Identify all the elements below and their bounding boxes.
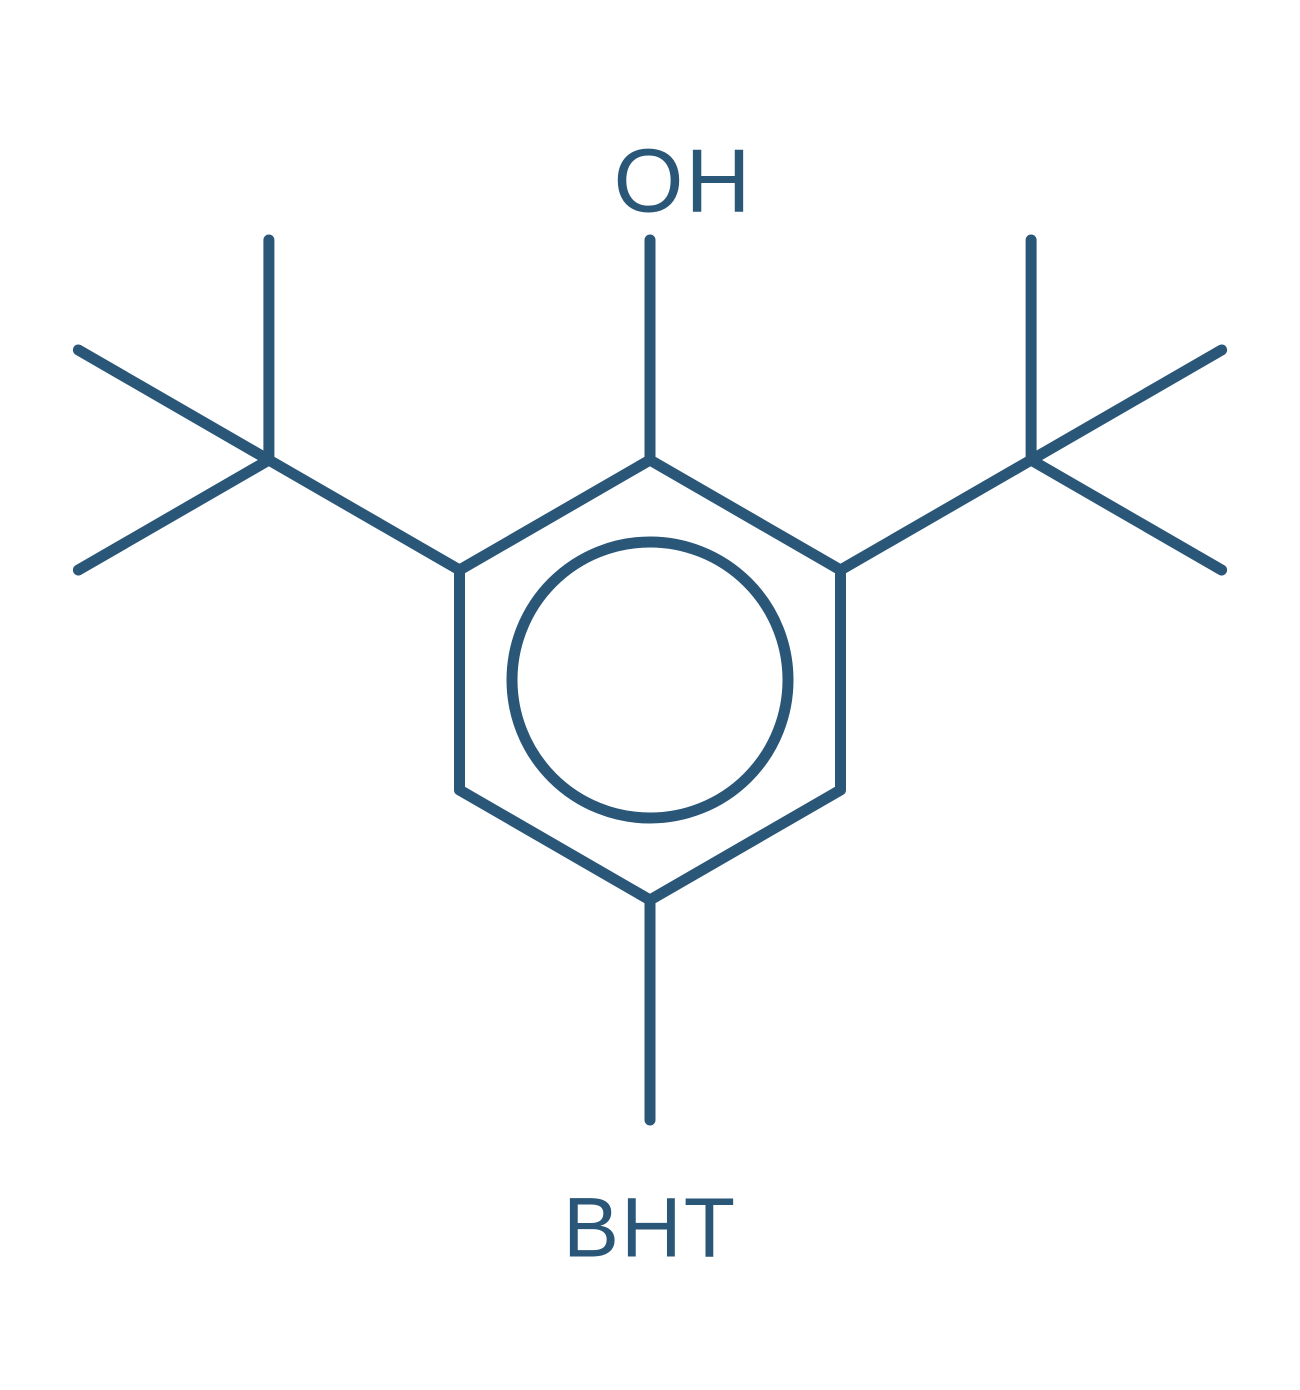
oh-label: OH [614,131,753,234]
molecule-figure: OH BHT [0,0,1300,1390]
molecule-name-label: BHT [563,1180,737,1277]
